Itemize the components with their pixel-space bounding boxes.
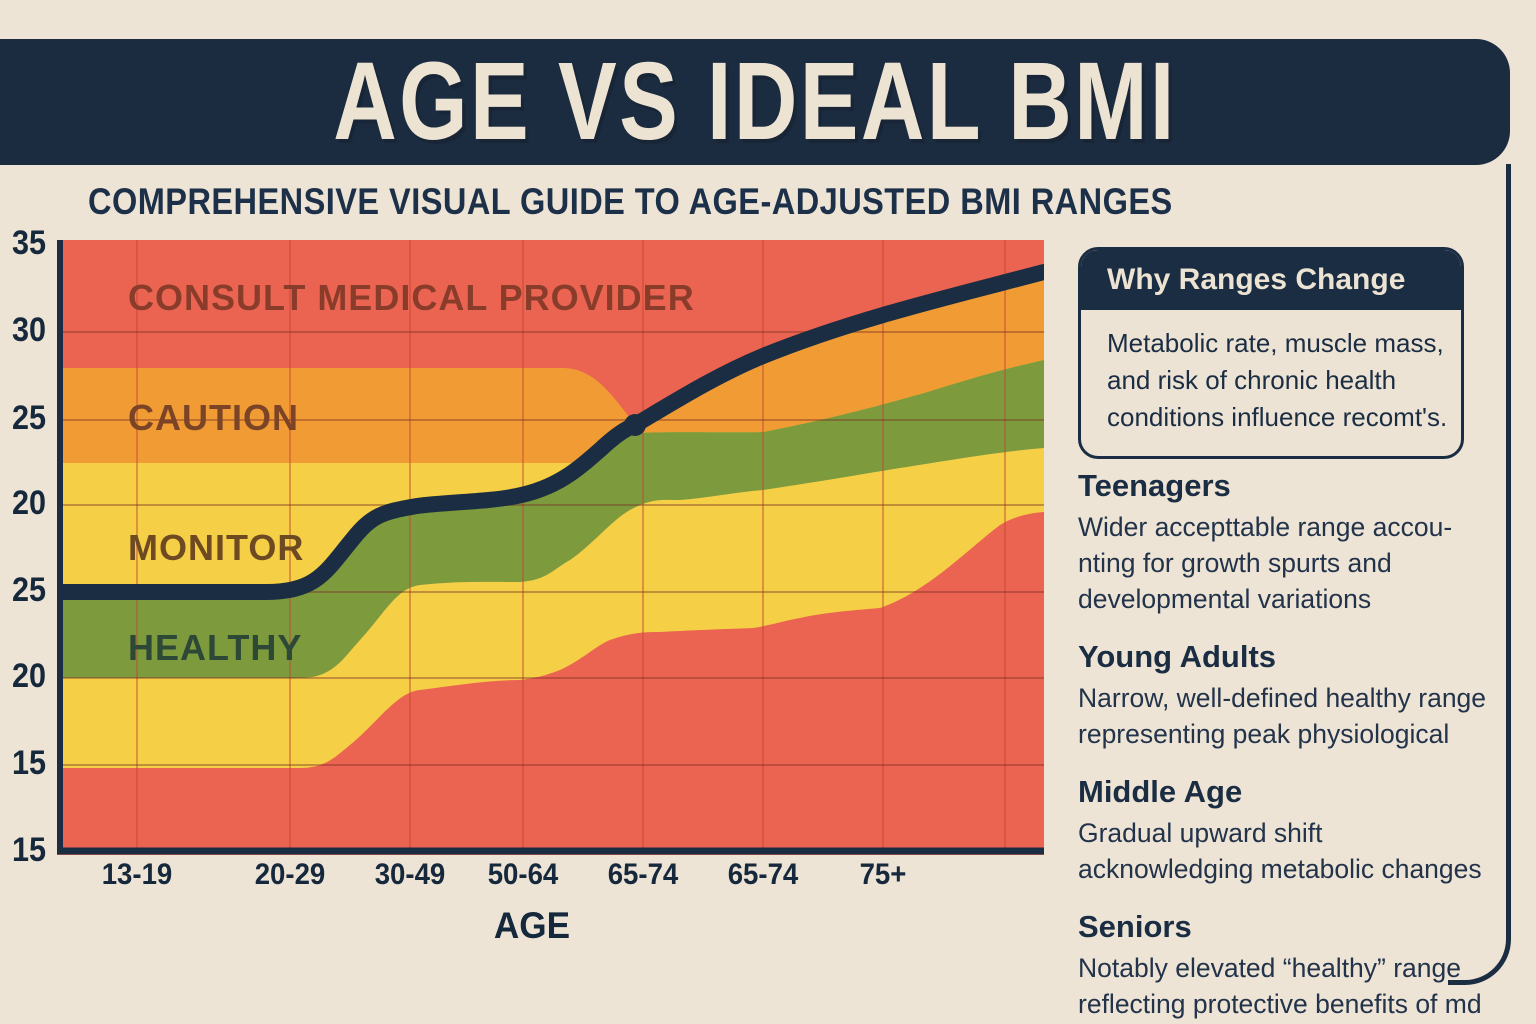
zone-label-monitor: MONITOR [128, 527, 304, 568]
section-title: Teenagers [1078, 468, 1231, 503]
zone-label-caution: CAUTION [128, 397, 299, 438]
x-tick: 65-74 [607, 858, 679, 891]
y-tick: 30 [11, 311, 46, 349]
section-seniors: Seniors Notably elevated “healthy” range… [1078, 909, 1510, 1022]
section-body: Wider accepttable range accou- nting for… [1078, 512, 1453, 614]
why-box-title: Why Ranges Change [1081, 250, 1461, 310]
x-tick: 65-74 [727, 858, 799, 891]
y-tick: 15 [11, 744, 46, 782]
why-ranges-change-box: Why Ranges Change Metabolic rate, muscle… [1078, 247, 1464, 459]
x-tick: 50-64 [487, 858, 559, 891]
y-tick: 15 [11, 831, 46, 869]
zone-labels: CONSULT MEDICAL PROVIDER CAUTION MONITOR… [128, 277, 695, 668]
zone-area-red-lower [57, 512, 1044, 855]
y-tick: 35 [11, 224, 46, 262]
y-tick: 25 [11, 399, 46, 437]
section-young-adults: Young Adults Narrow, well-defined health… [1078, 639, 1510, 752]
header-band: AGE VS IDEAL BMI [0, 39, 1510, 165]
x-tick: 30-49 [374, 858, 446, 891]
chart-axes [57, 240, 1044, 855]
x-axis-title: AGE [493, 905, 571, 946]
section-body: Notably elevated “healthy” range reflect… [1078, 953, 1482, 1019]
section-title: Young Adults [1078, 639, 1277, 674]
zone-label-healthy: HEALTHY [128, 627, 302, 668]
x-tick: 13-19 [101, 858, 173, 891]
section-body: Narrow, well-defined healthy range repre… [1078, 683, 1487, 749]
sidebar-sections: Teenagers Wider accepttable range accou-… [1078, 468, 1510, 1024]
zone-label-consult: CONSULT MEDICAL PROVIDER [128, 277, 695, 318]
y-tick: 20 [11, 484, 46, 522]
ideal-bmi-marker-dot [624, 414, 646, 436]
ideal-bmi-line [57, 264, 1044, 600]
why-box-body: Metabolic rate, muscle mass, and risk of… [1107, 328, 1448, 432]
section-middle-age: Middle Age Gradual upward shift acknowle… [1078, 774, 1510, 887]
section-teenagers: Teenagers Wider accepttable range accou-… [1078, 468, 1510, 617]
section-title: Middle Age [1078, 774, 1243, 809]
card-right-border [1448, 164, 1511, 985]
page-subtitle: COMPREHENSIVE VISUAL GUIDE TO AGE-ADJUST… [88, 181, 1173, 222]
y-tick: 20 [11, 657, 46, 695]
x-tick: 20-29 [254, 858, 326, 891]
page-title: AGE VS IDEAL BMI [333, 40, 1177, 163]
x-tick: 75+ [859, 858, 907, 891]
y-tick: 25 [11, 571, 46, 609]
bmi-chart: CONSULT MEDICAL PROVIDER CAUTION MONITOR… [57, 240, 1044, 855]
section-body: Gradual upward shift acknowledging metab… [1078, 818, 1482, 884]
chart-gridlines [57, 240, 1044, 851]
section-title: Seniors [1078, 909, 1192, 944]
